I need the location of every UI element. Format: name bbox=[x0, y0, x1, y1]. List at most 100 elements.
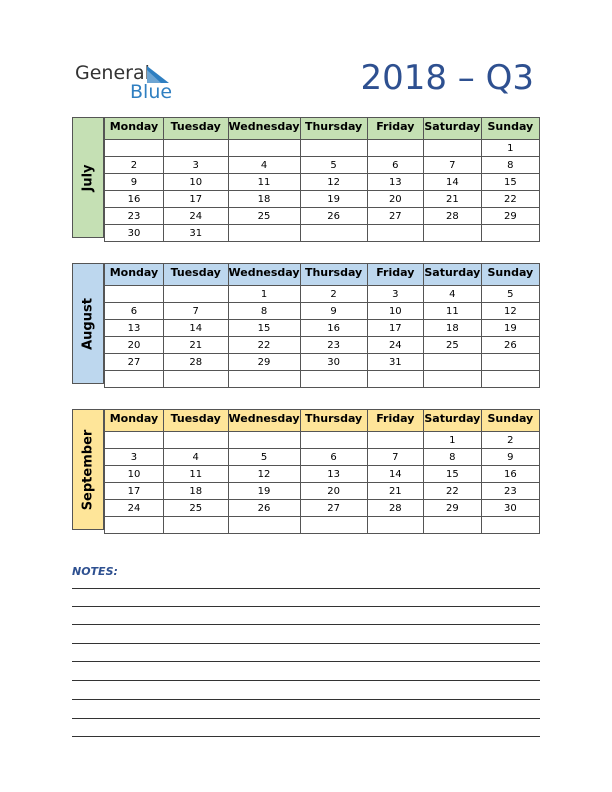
weekday-header: Saturday bbox=[422, 263, 482, 286]
day-cell bbox=[299, 370, 368, 388]
day-cell bbox=[299, 224, 368, 242]
weekday-header: Thursday bbox=[299, 117, 368, 140]
weekday-name: Saturday bbox=[424, 266, 481, 279]
weekday-name: Wednesday bbox=[228, 120, 300, 133]
weekday-header: Monday bbox=[104, 117, 164, 140]
day-cell bbox=[162, 285, 229, 303]
weekday-name: Saturday bbox=[424, 120, 481, 133]
weekday-header: Sunday bbox=[480, 263, 541, 286]
weekday-header: Thursday bbox=[299, 263, 368, 286]
day-cell: 25 bbox=[227, 207, 301, 225]
day-cell: 12 bbox=[299, 173, 368, 191]
day-cell: 11 bbox=[162, 465, 229, 483]
weekday-header: Monday bbox=[104, 409, 164, 432]
day-cell: 2 bbox=[104, 156, 164, 174]
day-cell: 12 bbox=[480, 302, 541, 320]
day-cell: 16 bbox=[104, 190, 164, 208]
week-row: 1 bbox=[104, 139, 541, 157]
day-cell: 16 bbox=[299, 319, 368, 337]
day-cell: 12 bbox=[227, 465, 301, 483]
weekday-name: Tuesday bbox=[170, 120, 221, 133]
month-name: July bbox=[80, 163, 96, 192]
header-row: Monday Tuesday Wednesday Thursday Friday Satu… bbox=[104, 117, 541, 140]
day-cell: 4 bbox=[162, 448, 229, 466]
day-cell: 18 bbox=[162, 482, 229, 500]
day-cell: 19 bbox=[480, 319, 541, 337]
day-cell: 13 bbox=[366, 173, 424, 191]
day-cell: 28 bbox=[422, 207, 482, 225]
day-cell: 23 bbox=[480, 482, 541, 500]
day-cell: 27 bbox=[366, 207, 424, 225]
weekday-name: Tuesday bbox=[170, 266, 221, 279]
day-cell: 30 bbox=[299, 353, 368, 371]
month-name: September bbox=[80, 429, 96, 510]
logo: General Blue bbox=[75, 64, 172, 102]
note-line bbox=[72, 661, 540, 662]
day-cell: 29 bbox=[227, 353, 301, 371]
weekday-name: Sunday bbox=[487, 266, 534, 279]
day-cell: 27 bbox=[299, 499, 368, 517]
day-cell: 16 bbox=[480, 465, 541, 483]
week-row: 20 21 22 23 24 25 26 bbox=[104, 336, 541, 354]
day-cell: 8 bbox=[422, 448, 482, 466]
day-cell bbox=[480, 224, 541, 242]
weekday-header: Saturday bbox=[422, 117, 482, 140]
day-cell: 7 bbox=[162, 302, 229, 320]
weekday-header: Friday bbox=[366, 409, 424, 432]
day-cell: 8 bbox=[227, 302, 301, 320]
day-cell: 14 bbox=[422, 173, 482, 191]
day-cell: 19 bbox=[299, 190, 368, 208]
note-line bbox=[72, 606, 540, 607]
logo-text: Blue bbox=[130, 81, 173, 103]
day-cell: 15 bbox=[480, 173, 541, 191]
day-cell: 24 bbox=[366, 336, 424, 354]
day-cell: 20 bbox=[299, 482, 368, 500]
day-cell: 17 bbox=[366, 319, 424, 337]
day-cell: 8 bbox=[480, 156, 541, 174]
weekday-name: Friday bbox=[376, 412, 415, 425]
day-cell: 3 bbox=[104, 448, 164, 466]
day-cell: 21 bbox=[422, 190, 482, 208]
weekday-name: Thursday bbox=[304, 266, 363, 279]
day-cell: 28 bbox=[366, 499, 424, 517]
weekday-name: Wednesday bbox=[228, 412, 300, 425]
logo-icon bbox=[147, 66, 169, 83]
day-cell: 31 bbox=[366, 353, 424, 371]
day-cell: 26 bbox=[227, 499, 301, 517]
day-cell: 10 bbox=[366, 302, 424, 320]
day-cell: 5 bbox=[480, 285, 541, 303]
weekday-header: Wednesday bbox=[227, 263, 301, 286]
day-cell: 10 bbox=[104, 465, 164, 483]
note-line bbox=[72, 588, 540, 589]
weekday-header: Sunday bbox=[480, 117, 541, 140]
day-cell: 21 bbox=[366, 482, 424, 500]
day-cell: 6 bbox=[366, 156, 424, 174]
day-cell: 30 bbox=[104, 224, 164, 242]
day-cell: 22 bbox=[480, 190, 541, 208]
day-cell: 7 bbox=[366, 448, 424, 466]
weekday-name: Friday bbox=[376, 120, 415, 133]
header-row: Monday Tuesday Wednesday Thursday Friday Satu… bbox=[104, 409, 541, 432]
weekday-header: Friday bbox=[366, 117, 424, 140]
day-cell: 9 bbox=[299, 302, 368, 320]
weekday-header: Wednesday bbox=[227, 409, 301, 432]
weekday-name: Tuesday bbox=[170, 412, 221, 425]
day-cell: 24 bbox=[162, 207, 229, 225]
day-cell: 3 bbox=[366, 285, 424, 303]
week-row: 6 7 8 9 10 11 12 bbox=[104, 302, 541, 320]
weekday-header: Wednesday bbox=[227, 117, 301, 140]
week-row: 16 17 18 19 20 21 22 bbox=[104, 190, 541, 208]
week-row: 17 18 19 20 21 22 23 bbox=[104, 482, 541, 500]
weekday-header: Monday bbox=[104, 263, 164, 286]
day-cell: 24 bbox=[104, 499, 164, 517]
weekday-header: Saturday bbox=[422, 409, 482, 432]
day-cell: 5 bbox=[227, 448, 301, 466]
day-cell: 10 bbox=[162, 173, 229, 191]
note-line bbox=[72, 699, 540, 700]
day-cell: 3 bbox=[162, 156, 229, 174]
day-cell: 19 bbox=[227, 482, 301, 500]
day-cell bbox=[227, 224, 301, 242]
week-row: 30 31 bbox=[104, 224, 541, 242]
